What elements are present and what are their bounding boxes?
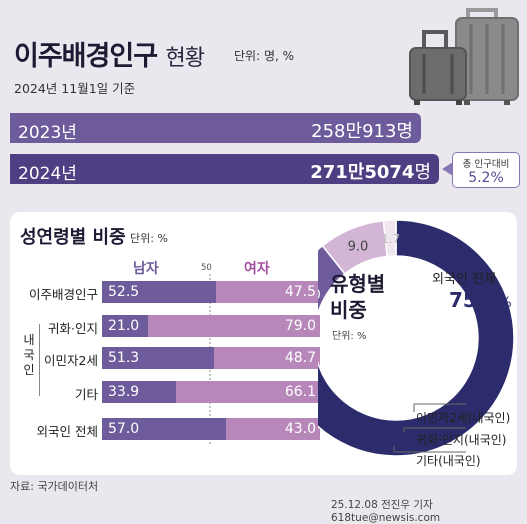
female-value: 48.7 xyxy=(284,350,316,366)
slice-second-gen-value: 14.0 xyxy=(318,288,321,303)
legend-other: 기타(내국인) xyxy=(416,454,481,468)
leader-line xyxy=(403,427,466,432)
row-label: 기타 xyxy=(74,387,98,402)
donut-unit: 단위: % xyxy=(332,331,367,342)
male-bar xyxy=(102,315,148,337)
female-bar xyxy=(148,315,320,337)
page-title: 이주배경인구 현황 xyxy=(14,41,205,72)
female-value: 66.1 xyxy=(284,384,316,400)
slice-other-value: 1.7 xyxy=(381,232,400,246)
female-value: 43.0 xyxy=(284,421,316,437)
bar-2024: 2024년 271만5074명 xyxy=(10,154,439,184)
unit-label: 단위: 명, % xyxy=(234,49,295,63)
female-bar xyxy=(176,381,320,403)
base-date: 2024년 11월1일 기준 xyxy=(14,81,136,96)
male-value: 51.3 xyxy=(108,350,140,366)
legend-naturalized: 귀화·인지(내국인) xyxy=(416,433,507,447)
female-bar xyxy=(216,281,320,303)
ratio-pointer xyxy=(442,162,453,176)
gender-chart-title: 성연령별 비중 xyxy=(20,227,126,248)
slice-other xyxy=(382,219,397,258)
gender-chart-unit: 단위: % xyxy=(130,232,168,245)
male-bar xyxy=(102,347,214,369)
mid-tick-label: 50 xyxy=(201,263,212,273)
female-bar xyxy=(226,418,320,440)
leader-line xyxy=(413,403,466,412)
bar-2023-value: 258만913명 xyxy=(311,121,413,142)
male-bar xyxy=(102,418,226,440)
ratio-label: 총 인구대비 xyxy=(462,159,510,170)
slice-value-foreign: 75.2% xyxy=(449,288,512,312)
bar-2023-year: 2023년 xyxy=(18,123,77,143)
male-value: 57.0 xyxy=(108,421,140,437)
bar-2024-value: 271만5074명 xyxy=(310,162,431,183)
group-label: 내국인 xyxy=(23,333,35,377)
female-value: 79.0 xyxy=(284,318,316,334)
row-label: 이주배경인구 xyxy=(28,287,98,302)
donut-title: 유형별 비중 xyxy=(330,272,386,322)
male-bar xyxy=(102,381,176,403)
ratio-value: 5.2% xyxy=(468,170,504,186)
female-value: 47.5 xyxy=(284,284,316,300)
legend-second-gen: 이민자2세(내국인) xyxy=(416,411,511,425)
bar-2024-year: 2024년 xyxy=(18,164,77,184)
male-header: 남자 xyxy=(133,261,159,277)
male-value: 21.0 xyxy=(108,318,140,334)
row-label: 이민자2세 xyxy=(44,353,98,368)
leader-line xyxy=(393,446,466,453)
female-bar xyxy=(214,347,320,369)
group-bracket xyxy=(39,324,40,396)
male-value: 33.9 xyxy=(108,384,140,400)
bar-2023: 2023년 258만913명 xyxy=(10,113,421,143)
suitcase-icon xyxy=(409,8,519,105)
slice-label-foreign: 외국인 전체 xyxy=(432,272,496,287)
slice-naturalized-value: 9.0 xyxy=(348,240,369,255)
row-label: 귀화·인지 xyxy=(48,321,98,336)
row-label: 외국인 전체 xyxy=(36,424,98,439)
ratio-callout: 총 인구대비 5.2% xyxy=(452,152,520,188)
male-value: 52.5 xyxy=(108,284,140,300)
female-header: 여자 xyxy=(244,261,270,277)
source: 자료: 국가데이터처 xyxy=(10,480,99,493)
male-bar xyxy=(102,281,216,303)
slice-foreign xyxy=(318,219,515,457)
credit: 25.12.08 전진우 기자 618tue@newsis.com xyxy=(331,499,441,524)
type-share-donut: 14.0 9.0 1.7 xyxy=(318,219,515,457)
